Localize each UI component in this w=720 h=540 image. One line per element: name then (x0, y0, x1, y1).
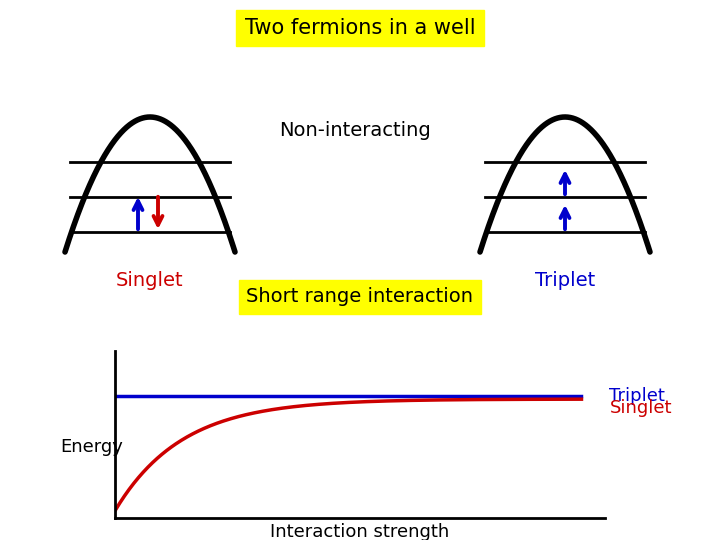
Text: Singlet: Singlet (609, 399, 672, 417)
X-axis label: Interaction strength: Interaction strength (271, 523, 449, 540)
Text: Energy: Energy (60, 437, 123, 456)
Text: Non-interacting: Non-interacting (279, 120, 431, 139)
Text: Singlet: Singlet (116, 271, 184, 289)
Text: Two fermions in a well: Two fermions in a well (245, 18, 475, 38)
Text: Triplet: Triplet (609, 387, 665, 404)
Text: Triplet: Triplet (535, 271, 595, 289)
Text: Short range interaction: Short range interaction (246, 287, 474, 307)
